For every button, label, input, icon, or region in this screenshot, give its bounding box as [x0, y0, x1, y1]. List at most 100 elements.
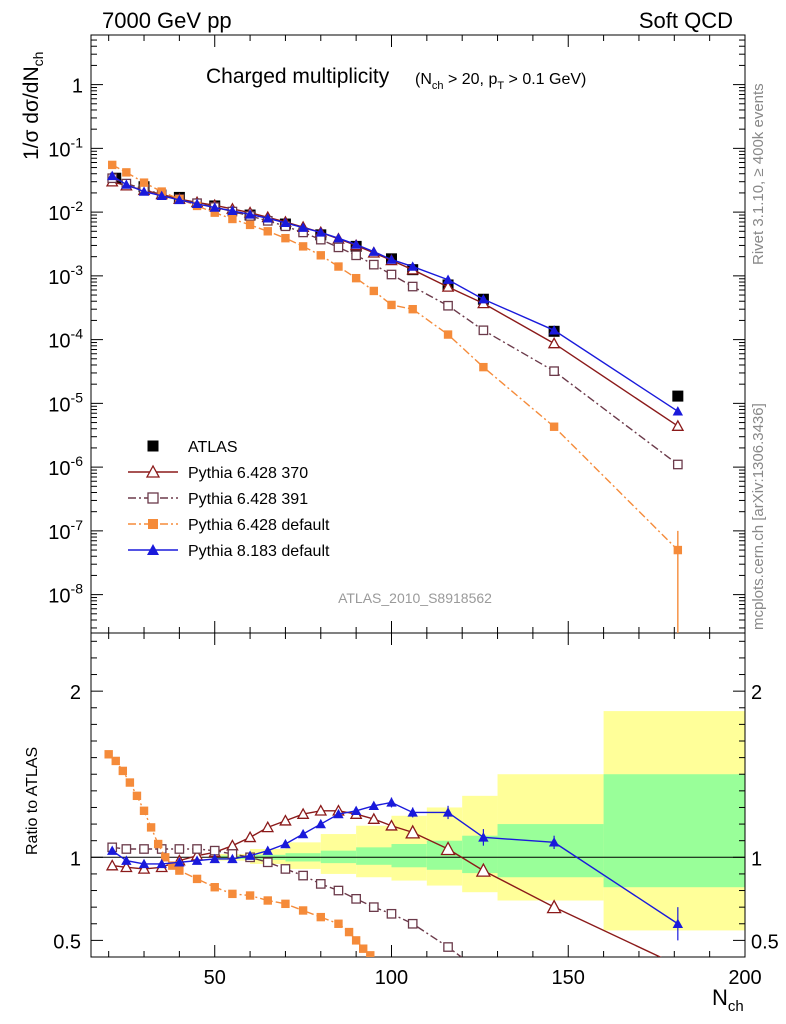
ratio-point	[174, 857, 185, 867]
y-tick-label: 10-4	[48, 326, 83, 353]
ratio-point	[475, 862, 491, 877]
series-line	[111, 801, 679, 925]
data-point	[441, 280, 455, 292]
data-point	[191, 198, 203, 209]
data-point	[351, 250, 361, 261]
ratio-point	[138, 858, 150, 869]
ratio-point	[385, 819, 398, 831]
ratio-point	[440, 841, 456, 856]
y-tick-label: 10-2	[48, 198, 83, 225]
ratio-point	[297, 828, 309, 839]
legend-label: Pythia 6.428 default	[188, 517, 330, 534]
ratio-point	[442, 807, 454, 817]
data-point	[386, 269, 397, 280]
data-point	[122, 168, 131, 177]
ratio-point	[479, 969, 487, 977]
data-point	[210, 208, 219, 217]
data-point	[368, 259, 379, 270]
data-point	[478, 294, 489, 304]
data-point	[387, 300, 396, 310]
data-point	[333, 232, 344, 243]
ratio-point	[548, 837, 560, 847]
ratio-point	[209, 853, 220, 864]
main-plot-series	[105, 160, 685, 633]
data-point	[297, 222, 309, 232]
ratio-plot-series	[104, 750, 684, 977]
data-point	[478, 325, 489, 336]
ratio-point	[367, 812, 381, 824]
data-point	[281, 233, 290, 243]
x-tick-label: 100	[375, 967, 408, 989]
legend-marker	[147, 544, 159, 555]
ratio-point	[107, 845, 118, 855]
y-axis-label: 1/σ dσ/dNch	[20, 52, 46, 160]
y-tick-label: 10-5	[48, 389, 83, 416]
data-point	[209, 202, 220, 212]
legend-marker	[148, 519, 158, 529]
ratio-point	[243, 830, 257, 843]
y-tick-label: 10-7	[48, 517, 83, 544]
ratio-point	[210, 883, 219, 892]
ratio-tick-label-left: 0.5	[53, 931, 81, 953]
ratio-point	[262, 857, 273, 868]
series-line	[111, 177, 679, 466]
legend-label: Pythia 6.428 391	[188, 491, 308, 508]
y-tick-label: 1	[72, 76, 83, 98]
ratio-tick-label-left: 1	[70, 848, 81, 870]
ratio-point	[333, 885, 344, 896]
data-point	[368, 246, 380, 256]
x-axis-label-main: N	[712, 985, 728, 1010]
ratio-point	[344, 927, 354, 937]
band-inner	[603, 774, 745, 888]
ratio-point	[120, 860, 133, 873]
analysis-id: ATLAS_2010_S8918562	[338, 590, 492, 606]
ratio-point	[366, 951, 375, 957]
ratio-point	[671, 959, 684, 971]
data-point	[108, 160, 117, 170]
data-point	[672, 390, 684, 402]
ratio-point	[368, 800, 380, 810]
plot-title-sub-close: > 0.1 GeV)	[504, 71, 586, 88]
ratio-point	[153, 839, 163, 849]
data-point	[442, 274, 454, 284]
ratio-point	[407, 807, 418, 817]
data-point	[315, 234, 326, 245]
ratio-point	[298, 906, 308, 915]
data-point	[443, 300, 453, 311]
data-point	[549, 422, 559, 431]
data-point	[549, 366, 559, 377]
ratio-point	[281, 899, 290, 909]
axes-frame: 50 100 150 200 10-8 10-7 10-6 10-5 10-4 10-3 10-2 1…	[48, 34, 779, 989]
plot-title: Charged multiplicity	[206, 65, 390, 88]
series-line	[111, 175, 679, 412]
y-tick-label: 10-3	[48, 262, 83, 289]
data-point	[351, 273, 361, 283]
legend-marker	[147, 440, 159, 452]
data-point	[245, 220, 255, 230]
ratio-point	[139, 806, 149, 815]
data-point	[156, 190, 167, 201]
legend-label: Pythia 6.428 370	[188, 465, 308, 482]
data-point	[672, 406, 684, 416]
ratio-point	[192, 874, 202, 884]
data-point	[671, 419, 685, 431]
plot-title-sub-open: (N	[415, 71, 432, 88]
data-point	[369, 286, 379, 296]
data-point	[262, 213, 273, 223]
y-axis-label-main: 1/σ dσ/dN	[20, 66, 43, 160]
ratio-series-pythia-8-183-default	[107, 797, 684, 941]
data-point	[479, 362, 488, 372]
ratio-point	[132, 791, 142, 801]
ratio-point	[261, 820, 275, 833]
ratio-point	[672, 918, 684, 928]
ratio-point	[314, 804, 328, 816]
data-point	[121, 179, 132, 189]
ratio-point	[226, 839, 239, 851]
x-axis-label-sub: ch	[728, 998, 744, 1015]
data-point	[407, 261, 418, 271]
data-point	[228, 214, 237, 224]
ratio-tick-label-left: 2	[70, 682, 81, 704]
ratio-point	[296, 807, 310, 819]
data-point	[407, 281, 418, 292]
